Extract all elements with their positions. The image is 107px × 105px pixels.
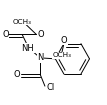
- Text: N: N: [37, 53, 43, 62]
- Text: O: O: [14, 70, 20, 79]
- Text: O: O: [37, 30, 44, 39]
- Text: O: O: [61, 36, 67, 45]
- Text: OCH₃: OCH₃: [13, 19, 32, 25]
- Text: OCH₃: OCH₃: [53, 52, 71, 58]
- Text: Cl: Cl: [47, 83, 55, 92]
- Text: NH: NH: [22, 44, 34, 53]
- Text: O: O: [2, 30, 9, 39]
